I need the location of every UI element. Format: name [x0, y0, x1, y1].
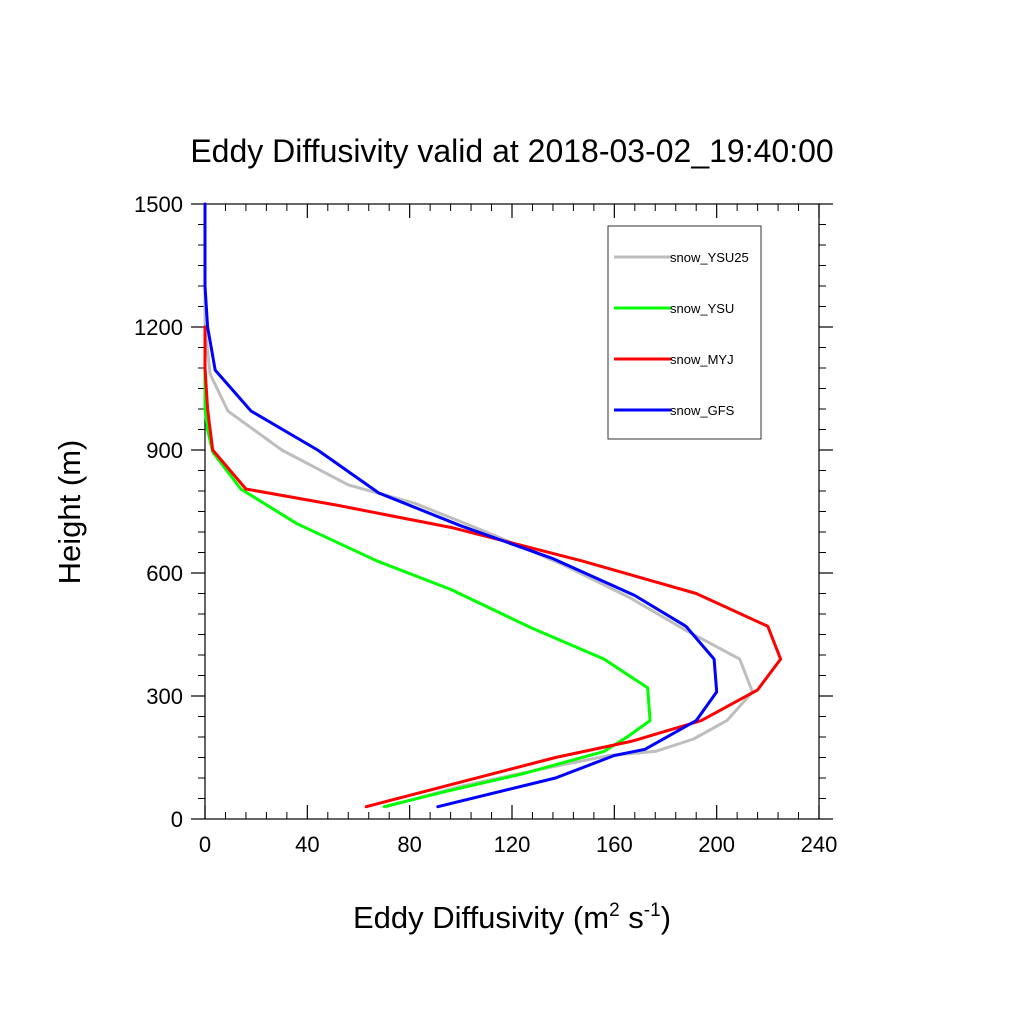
x-axis-label: Eddy Diffusivity (m2 s-1): [353, 900, 671, 935]
x-tick-label: 80: [397, 832, 421, 857]
legend-box: [607, 225, 762, 440]
y-tick-label: 0: [171, 807, 183, 832]
y-tick-label: 1500: [134, 192, 183, 217]
x-axis-label-sup1: 2: [609, 900, 620, 921]
x-tick-label: 160: [596, 832, 633, 857]
plot-area: [191, 202, 833, 820]
x-tick-labels: 0 40 80 120 160 200 240: [199, 832, 837, 857]
y-tick-label: 300: [146, 684, 183, 709]
y-axis-label: Height (m): [52, 440, 87, 585]
y-tick-label: 600: [146, 561, 183, 586]
series-lines: [203, 202, 783, 809]
y-tick-label: 1200: [134, 315, 183, 340]
x-tick-label: 40: [295, 832, 319, 857]
x-tick-label: 240: [801, 832, 838, 857]
minor-ticks: [198, 204, 826, 819]
major-ticks: [191, 203, 833, 820]
chart-title: Eddy Diffusivity valid at 2018-03-02_19:…: [190, 133, 833, 169]
legend-label: snow_MYJ: [670, 352, 734, 367]
x-tick-label: 200: [698, 832, 735, 857]
x-axis-label-main: Eddy Diffusivity (m: [353, 900, 609, 935]
legend-label: snow_YSU: [670, 301, 734, 316]
x-axis-label-sup2: -1: [644, 900, 661, 921]
series-line-snow-myj: [203, 325, 783, 809]
y-tick-label: 900: [146, 438, 183, 463]
legend-label: snow_GFS: [670, 403, 735, 418]
y-tick-labels: 0 300 600 900 1200 1500: [134, 192, 183, 832]
legend: snow_YSU25 snow_YSU snow_MYJ snow_GFS: [607, 225, 762, 440]
x-tick-label: 120: [494, 832, 531, 857]
x-axis-label-end: ): [661, 900, 671, 935]
series-line-snow-gfs: [203, 202, 719, 809]
x-axis-label-mid: s: [620, 900, 644, 935]
legend-label: snow_YSU25: [670, 250, 749, 265]
x-tick-label: 0: [199, 832, 211, 857]
